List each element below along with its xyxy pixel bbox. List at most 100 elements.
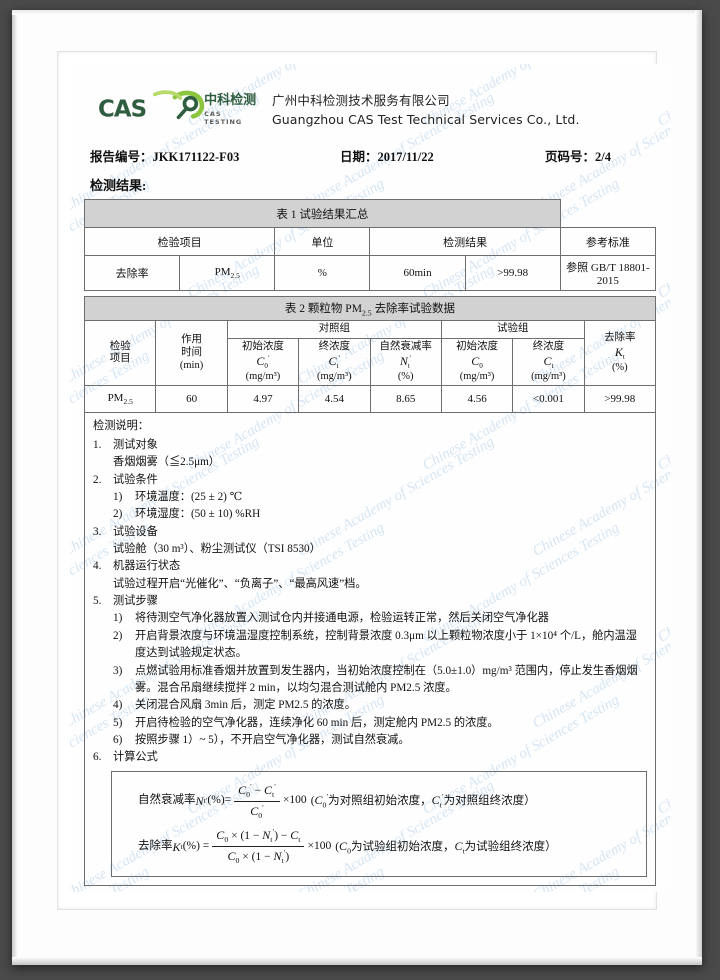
report-number: 报告编号：JKK171122-F03: [90, 146, 340, 165]
table2-header-control-group: 对照组: [226, 320, 442, 340]
table2-cell-ct: <0.001: [512, 385, 585, 414]
note-number: 3.: [93, 525, 102, 538]
table-row: 表 1 试验结果汇总: [84, 199, 656, 228]
table1-header-item: 检验项目: [83, 227, 276, 256]
table1-cell-result-value: >99.98: [464, 255, 561, 291]
table1-header-unit: 单位: [274, 227, 371, 256]
company-name-en: Guangzhou CAS Test Technical Services Co…: [272, 111, 580, 127]
note-subline: 开启待检验的空气净化器，连续净化 60 min 后，测定舱内 PM2.5 的浓度…: [135, 716, 499, 729]
note-subline: 点燃试验用标准香烟并放置到发生器内，当初始浓度控制在（5.0±1.0）mg/m³…: [135, 664, 638, 694]
svg-text:CAS: CAS: [98, 96, 146, 122]
list-item: 5. 测试步骤: [93, 593, 647, 610]
table-row: 检验 项目 作用 时间 (min) 对照组 试验组 去除率 Kt (%): [83, 320, 657, 387]
table-row: PM2.5 60 4.97 4.54 8.65 4.56 <0.001 >99.…: [83, 385, 657, 414]
note-line: 香烟烟雾（≦2.5μm）: [113, 456, 220, 469]
picture-frame: Chinese Academy of Sciences Testing Chine…: [12, 10, 702, 965]
list-item: 5) 开启待检验的空气净化器，连续净化 60 min 后，测定舱内 PM2.5 …: [93, 715, 647, 732]
section-title: 检测结果:: [90, 178, 147, 193]
note-subnumber: 2): [113, 508, 123, 521]
notes-title: 检测说明：: [93, 420, 149, 433]
table1-header-standard: 参考标准: [559, 227, 657, 256]
table2-header-natural-decay: 自然衰减率 Nt′ (%): [369, 338, 442, 387]
report-number-label: 报告编号：: [90, 150, 153, 164]
list-item: 3. 试验设备: [93, 524, 647, 541]
note-heading: 测试对象: [113, 438, 158, 451]
page-content: CAS 中科检测 CAS TESTING 广州中科检测技术服务有限公司 Guan…: [70, 64, 670, 892]
note-subline: 开启背景浓度与环境温湿度控制系统，控制背景浓度 0.3μm 以上颗粒物浓度小于 …: [135, 629, 637, 660]
table-results-summary: 表 1 试验结果汇总 检验项目 单位 检测结果 参考标准 去除率 PM2.5 %…: [83, 199, 657, 291]
table2-header-c0: 初始浓度 C0 (mg/m³): [440, 338, 514, 387]
table-row: 去除率 PM2.5 % 60min >99.98 参照 GB/T 18801-2…: [83, 255, 657, 291]
table2-cell-natural-decay: 8.65: [369, 385, 442, 414]
table2-header-c0-prime: 初始浓度 C0′ (mg/m³): [226, 338, 300, 387]
page-number-value: 2/4: [595, 150, 611, 164]
table2-cell-time: 60: [155, 385, 228, 414]
table2-cell-c0: 4.56: [440, 385, 514, 414]
note-subnumber: 2): [113, 629, 123, 642]
fraction: C0 × (1 − Nt′) − Ct C0 × (1 − Nt′): [212, 827, 305, 866]
report-date-value: 2017/11/22: [377, 150, 434, 164]
note-subnumber: 1): [113, 490, 123, 503]
table1-header-result: 检测结果: [369, 227, 561, 256]
note-subline: 将待测空气净化器放置入测试仓内并接通电源，检验运转正常，然后关闭空气净化器: [135, 612, 549, 625]
table-row: 检验项目 单位 检测结果 参考标准: [83, 227, 657, 256]
fraction: C0′ − Ct′ C0′: [234, 782, 280, 821]
list-item: 2) 环境湿度：(50 ± 10) %RH: [93, 506, 647, 523]
list-item: 6) 按照步骤 1）~ 5），不开启空气净化器，测试自然衰减。: [93, 732, 647, 749]
list-item: 1. 测试对象: [93, 437, 647, 454]
note-number: 6.: [93, 751, 102, 764]
table-pm25-removal-data: 表 2 颗粒物 PM2.5 去除率试验数据 检验 项目 作用 时间 (min) 对照组…: [83, 295, 657, 414]
list-item: 6. 计算公式: [93, 749, 647, 766]
note-subline: 环境温度：(25 ± 2) ℃: [135, 490, 243, 503]
note-subnumber: 1): [113, 612, 123, 625]
note-number: 4.: [93, 560, 102, 573]
report-header: CAS 中科检测 CAS TESTING 广州中科检测技术服务有限公司 Guan…: [84, 64, 656, 130]
note-subnumber: 4): [113, 699, 123, 712]
note-subline: 按照步骤 1）~ 5），不开启空气净化器，测试自然衰减。: [135, 733, 410, 746]
cas-logo: CAS 中科检测 CAS TESTING: [84, 90, 258, 130]
table-row: 初始浓度 C0′ (mg/m³) 终浓度 Ct′ (mg/m³) 自然衰减率 N…: [85, 338, 656, 387]
report-page-number: 页码号：2/4: [525, 146, 650, 165]
frame-bevel-bottom: [12, 957, 702, 965]
list-item: 4) 关闭混合风扇 3min 后，测定 PM2.5 的浓度。: [93, 697, 647, 714]
note-subline: 关闭混合风扇 3min 后，测定 PM2.5 的浓度。: [135, 699, 356, 712]
frame-bevel-left: [12, 10, 18, 965]
table1-caption: 表 1 试验结果汇总: [84, 199, 561, 228]
note-heading: 测试步骤: [113, 595, 158, 608]
table2-header-time: 作用 时间 (min): [155, 320, 228, 387]
formula-label: 自然衰减率: [138, 794, 196, 807]
note-subnumber: 6): [113, 733, 123, 746]
note-subline: 环境湿度：(50 ± 10) %RH: [135, 508, 261, 521]
report-page: Chinese Academy of Sciences Testing Chine…: [70, 64, 670, 892]
company-name-cn: 广州中科检测技术服务有限公司: [272, 93, 450, 108]
page-number-label: 页码号：: [545, 150, 596, 164]
table2-cell-removal-rate: >99.98: [583, 385, 657, 414]
note-number: 2.: [93, 473, 102, 486]
table2-header-test-group: 试验组: [440, 320, 585, 340]
table1-cell-result-time: 60min: [369, 255, 466, 291]
table2-cell-item: PM2.5: [83, 385, 157, 414]
report-number-value: JKK171122-F03: [152, 150, 240, 164]
note-heading: 机器运行状态: [113, 560, 181, 573]
formula-note: (C0′为对照组初始浓度，Ct′为对照组终浓度）: [310, 792, 536, 810]
table1-cell-pollutant: PM2.5: [179, 255, 276, 291]
table-row: 表 2 颗粒物 PM2.5 去除率试验数据: [84, 295, 656, 322]
frame-bevel-top: [12, 10, 702, 15]
table2-header-removal-rate: 去除率 Kt (%): [583, 320, 657, 387]
table2-caption: 表 2 颗粒物 PM2.5 去除率试验数据: [84, 295, 656, 322]
list-item: 3) 点燃试验用标准香烟并放置到发生器内，当初始浓度控制在（5.0±1.0）mg…: [93, 663, 647, 698]
table2-header-ct: 终浓度 Ct (mg/m³): [512, 338, 585, 387]
note-heading: 计算公式: [113, 751, 158, 764]
formula-label: 去除率: [138, 839, 173, 852]
list-item: 4. 机器运行状态: [93, 558, 647, 575]
company-names: 广州中科检测技术服务有限公司 Guangzhou CAS Test Techni…: [258, 90, 580, 130]
table2-header-item: 检验 项目: [83, 320, 157, 387]
note-line: 试验舱（30 m³）、粉尘测试仪（TSI 8530）: [113, 543, 321, 555]
report-date-label: 日期：: [340, 150, 378, 164]
note-line: 试验过程开启“光催化”、“负离子”、“最高风速”档。: [113, 577, 367, 590]
note-number: 1.: [93, 438, 102, 451]
note-heading: 试验条件: [113, 473, 158, 486]
